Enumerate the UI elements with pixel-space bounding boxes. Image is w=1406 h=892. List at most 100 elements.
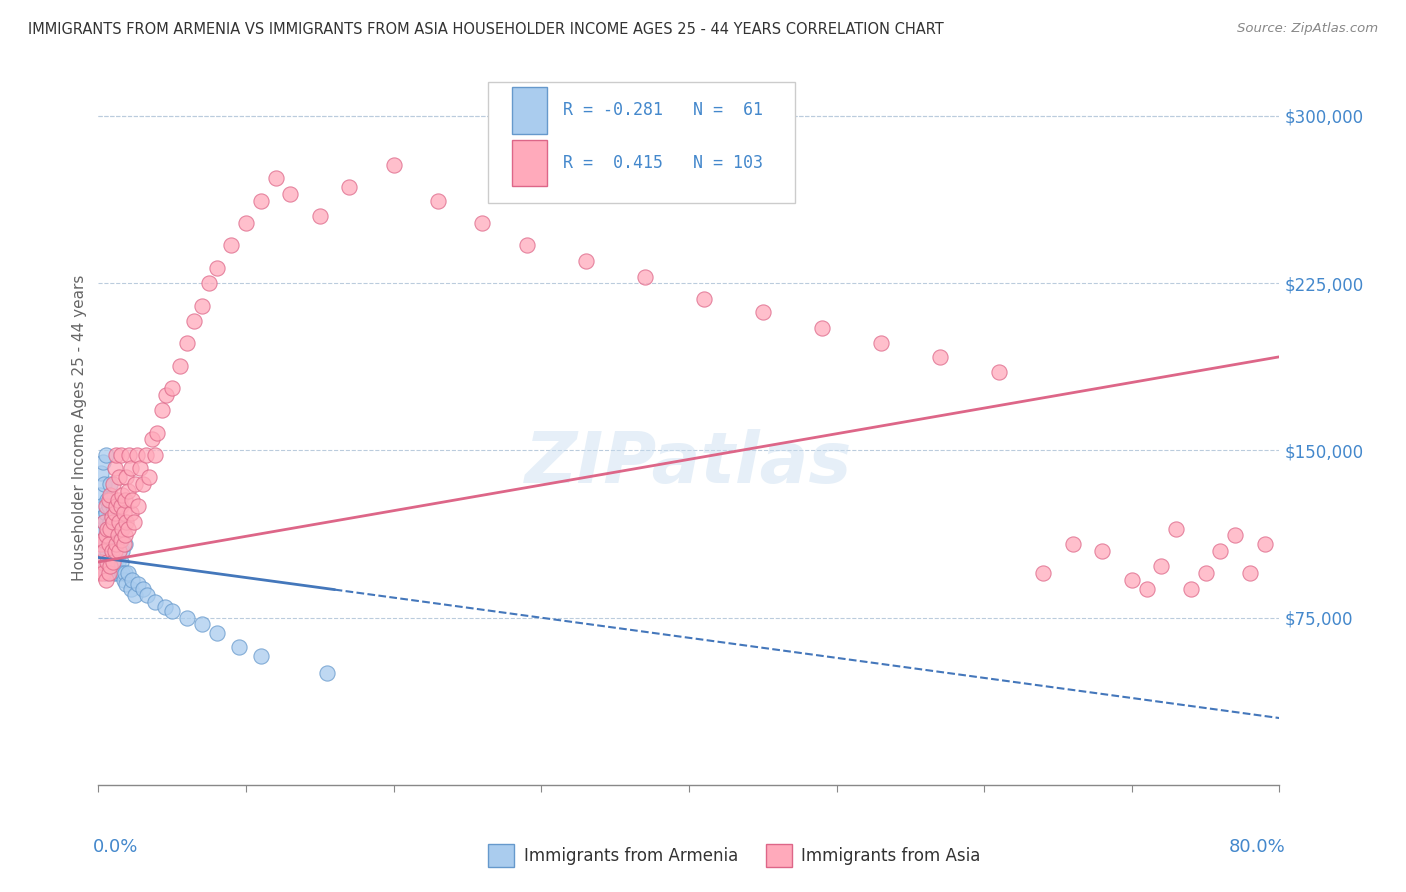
Point — [110, 555, 132, 569]
Point — [94, 566, 117, 581]
Point — [309, 209, 332, 223]
Point — [89, 566, 111, 581]
Point — [146, 425, 169, 440]
Point — [191, 617, 214, 632]
Text: Source: ZipAtlas.com: Source: ZipAtlas.com — [1237, 22, 1378, 36]
Point — [89, 543, 111, 558]
Point — [125, 448, 148, 462]
Point — [1166, 521, 1188, 535]
Point — [250, 194, 273, 208]
Point — [103, 515, 125, 529]
Point — [103, 476, 125, 491]
Point — [103, 537, 125, 551]
Point — [105, 533, 128, 547]
Point — [382, 158, 405, 172]
Point — [111, 543, 134, 558]
Point — [280, 187, 302, 202]
Point — [155, 387, 177, 401]
Point — [135, 448, 157, 462]
Point — [138, 470, 160, 484]
Point — [162, 604, 183, 618]
Point — [105, 537, 128, 551]
Point — [339, 180, 361, 194]
Point — [118, 448, 141, 462]
Point — [1121, 573, 1143, 587]
Point — [91, 566, 114, 581]
Point — [1225, 528, 1247, 542]
Point — [141, 432, 163, 446]
Text: R =  0.415   N = 103: R = 0.415 N = 103 — [562, 154, 762, 172]
Point — [264, 171, 287, 186]
Point — [114, 492, 136, 507]
Point — [235, 216, 257, 230]
Point — [121, 492, 143, 507]
Point — [114, 537, 136, 551]
Point — [91, 533, 114, 547]
Point — [221, 238, 243, 252]
Text: R = -0.281   N =  61: R = -0.281 N = 61 — [562, 102, 762, 120]
Point — [93, 515, 115, 529]
Point — [97, 500, 120, 514]
Point — [127, 500, 149, 514]
Point — [115, 515, 138, 529]
Point — [1180, 582, 1202, 596]
Point — [114, 566, 136, 581]
Point — [91, 455, 114, 469]
Point — [98, 559, 121, 574]
Point — [98, 515, 121, 529]
Point — [93, 543, 115, 558]
Point — [98, 488, 121, 502]
Text: IMMIGRANTS FROM ARMENIA VS IMMIGRANTS FROM ASIA HOUSEHOLDER INCOME AGES 25 - 44 : IMMIGRANTS FROM ARMENIA VS IMMIGRANTS FR… — [28, 22, 943, 37]
Point — [112, 573, 135, 587]
Point — [108, 537, 131, 551]
Point — [634, 269, 657, 284]
Point — [100, 510, 122, 524]
Point — [1062, 537, 1084, 551]
Point — [316, 666, 339, 681]
Point — [1195, 566, 1218, 581]
Point — [120, 582, 142, 596]
Text: 80.0%: 80.0% — [1229, 838, 1285, 856]
Point — [110, 500, 132, 514]
Point — [97, 492, 120, 507]
Point — [98, 555, 121, 569]
Point — [128, 461, 150, 475]
Point — [93, 476, 115, 491]
Point — [93, 555, 115, 569]
Y-axis label: Householder Income Ages 25 - 44 years: Householder Income Ages 25 - 44 years — [72, 275, 87, 582]
Point — [96, 492, 118, 507]
Point — [105, 500, 128, 514]
Point — [103, 555, 125, 569]
Point — [104, 521, 127, 535]
Point — [108, 543, 131, 558]
Point — [96, 521, 118, 535]
Point — [98, 521, 121, 535]
Point — [115, 577, 138, 591]
Point — [93, 515, 115, 529]
Point — [107, 515, 129, 529]
Point — [104, 543, 127, 558]
Point — [810, 320, 832, 334]
Point — [153, 599, 176, 614]
Point — [90, 466, 112, 480]
Point — [91, 533, 114, 547]
Point — [1136, 582, 1159, 596]
Point — [121, 573, 143, 587]
Point — [110, 448, 132, 462]
Point — [124, 589, 146, 603]
Point — [124, 476, 146, 491]
Point — [205, 260, 228, 275]
Point — [94, 506, 117, 520]
Point — [143, 595, 166, 609]
Point — [162, 381, 183, 395]
Point — [752, 305, 775, 319]
Point — [104, 506, 127, 520]
Point — [143, 448, 166, 462]
Point — [115, 470, 138, 484]
Point — [96, 555, 118, 569]
Point — [169, 359, 191, 373]
Point — [90, 521, 112, 535]
Point — [105, 448, 128, 462]
Point — [117, 483, 139, 498]
Point — [98, 476, 121, 491]
